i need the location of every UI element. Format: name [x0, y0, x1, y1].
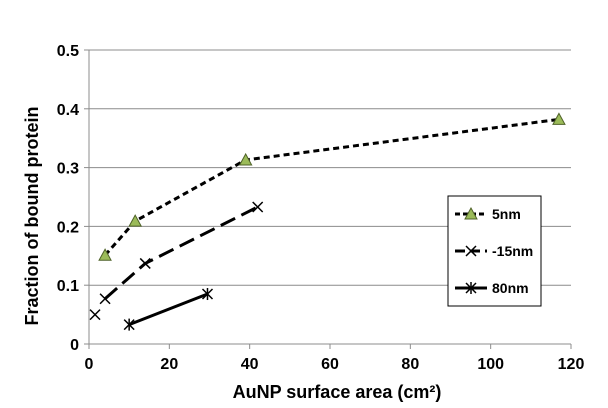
x-tick-label: 100	[477, 356, 504, 373]
data-point	[139, 257, 151, 269]
legend-entry: 5nm	[455, 206, 521, 222]
x-tick-label: 120	[558, 356, 585, 373]
x-axis-title: AuNP surface area (cm²)	[233, 382, 442, 402]
data-point	[201, 288, 214, 301]
data-point	[552, 112, 566, 125]
y-axis-title: Fraction of bound protein	[22, 107, 42, 326]
x-tick-label: 40	[241, 356, 259, 373]
legend-marker	[465, 245, 477, 257]
x-marker-stroke	[89, 309, 101, 321]
y-tick-label: 0.1	[57, 278, 79, 295]
data-point	[128, 214, 143, 227]
legend-marker	[465, 282, 477, 294]
legend-entry: -15nm	[455, 243, 533, 259]
x-tick-label: 60	[321, 356, 339, 373]
triangle-marker-shape	[238, 152, 253, 166]
triangle-marker-shape	[552, 112, 566, 125]
y-tick-label: 0.5	[57, 43, 79, 60]
y-tick-label: 0.3	[57, 161, 79, 178]
series-line	[128, 292, 209, 326]
triangle-marker-shape	[128, 214, 143, 227]
data-point	[89, 309, 101, 321]
legend-label: -15nm	[492, 243, 533, 259]
legend-label: 5nm	[492, 206, 521, 222]
legend: 5nm -15nm 80nm	[447, 195, 542, 307]
x-marker-stroke	[252, 201, 264, 213]
series-15nm	[99, 201, 264, 305]
data-point	[238, 152, 253, 166]
triangle-marker-shape	[98, 248, 112, 261]
x-marker-stroke	[139, 257, 151, 269]
series-5nm	[98, 112, 566, 261]
triangle-marker-shape	[464, 206, 478, 220]
data-point	[252, 201, 264, 213]
data-point	[123, 318, 135, 331]
legend-marker	[464, 206, 478, 220]
data-point	[98, 248, 112, 261]
legend-label: 80nm	[492, 280, 529, 296]
legend-entry: 80nm	[455, 280, 529, 296]
y-tick-label: 0	[70, 337, 79, 354]
x-tick-label: 0	[85, 356, 94, 373]
x-marker-stroke	[465, 245, 477, 257]
standalone-point	[89, 309, 101, 321]
data-point	[99, 293, 111, 305]
x-tick-label: 20	[160, 356, 178, 373]
y-tick-label: 0.4	[57, 102, 79, 119]
series-80nm	[123, 288, 214, 331]
axes: 0 0.1 0.2 0.3 0.4 0.5 0 20 40 60 80 100 120	[57, 43, 585, 373]
y-tick-label: 0.2	[57, 219, 79, 236]
series	[89, 112, 566, 331]
series-line	[103, 117, 560, 257]
x-marker-stroke	[99, 293, 111, 305]
x-tick-label: 80	[401, 356, 419, 373]
